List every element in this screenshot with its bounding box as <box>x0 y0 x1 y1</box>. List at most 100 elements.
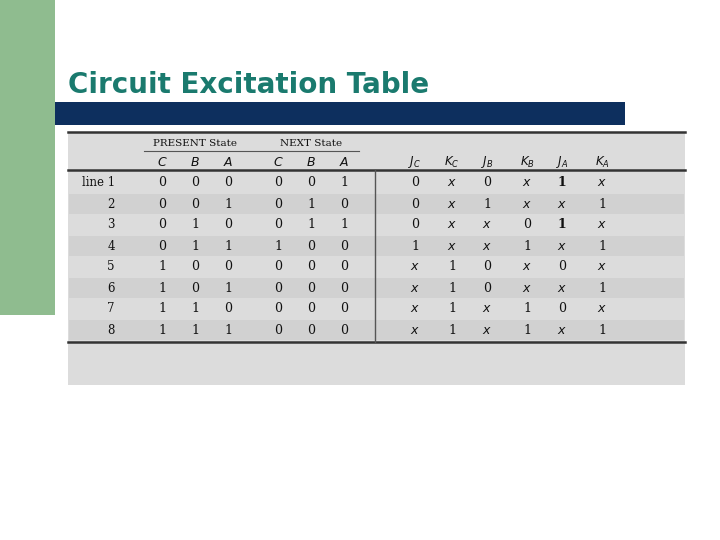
Text: 1: 1 <box>158 302 166 315</box>
Text: $J_B$: $J_B$ <box>481 154 493 170</box>
Bar <box>69 278 684 298</box>
Text: $x$: $x$ <box>482 240 492 253</box>
Text: 4: 4 <box>107 240 115 253</box>
Text: 1: 1 <box>158 260 166 273</box>
FancyBboxPatch shape <box>0 0 120 315</box>
Text: line 1: line 1 <box>82 177 115 190</box>
Text: 1: 1 <box>191 240 199 253</box>
Text: 1: 1 <box>523 323 531 336</box>
Text: 0: 0 <box>483 177 491 190</box>
Text: 1: 1 <box>340 219 348 232</box>
Text: 0: 0 <box>274 323 282 336</box>
Bar <box>69 194 684 214</box>
Text: 1: 1 <box>191 323 199 336</box>
Text: $x$: $x$ <box>482 323 492 336</box>
Text: $x$: $x$ <box>597 177 607 190</box>
Text: 1: 1 <box>598 198 606 211</box>
Text: 0: 0 <box>307 323 315 336</box>
Text: 0: 0 <box>158 177 166 190</box>
Text: $x$: $x$ <box>410 281 420 294</box>
Text: 1: 1 <box>598 281 606 294</box>
Text: 0: 0 <box>191 260 199 273</box>
Text: 0: 0 <box>483 260 491 273</box>
Text: 0: 0 <box>411 177 419 190</box>
Text: 1: 1 <box>448 302 456 315</box>
Text: 0: 0 <box>224 260 232 273</box>
Text: 0: 0 <box>558 260 566 273</box>
Text: $x$: $x$ <box>557 198 567 211</box>
Text: 0: 0 <box>411 198 419 211</box>
Text: 0: 0 <box>191 281 199 294</box>
Text: $x$: $x$ <box>597 302 607 315</box>
Text: 1: 1 <box>307 198 315 211</box>
Text: $x$: $x$ <box>482 219 492 232</box>
Text: 1: 1 <box>557 219 567 232</box>
Text: $K_A$: $K_A$ <box>595 154 609 170</box>
Text: 0: 0 <box>274 198 282 211</box>
Text: 1: 1 <box>191 219 199 232</box>
Text: $K_C$: $K_C$ <box>444 154 459 170</box>
Text: $K_B$: $K_B$ <box>520 154 534 170</box>
Text: 0: 0 <box>274 281 282 294</box>
Text: $x$: $x$ <box>447 240 457 253</box>
Text: 0: 0 <box>307 302 315 315</box>
Text: 1: 1 <box>191 302 199 315</box>
Text: $x$: $x$ <box>597 260 607 273</box>
Text: 3: 3 <box>107 219 115 232</box>
Text: $x$: $x$ <box>557 240 567 253</box>
Text: $x$: $x$ <box>482 302 492 315</box>
Bar <box>69 236 684 256</box>
Text: 1: 1 <box>557 177 567 190</box>
Text: $x$: $x$ <box>522 281 532 294</box>
Bar <box>69 320 684 340</box>
Text: $C$: $C$ <box>273 156 284 168</box>
Text: $x$: $x$ <box>522 198 532 211</box>
Text: $C$: $C$ <box>157 156 167 168</box>
Text: 0: 0 <box>523 219 531 232</box>
Text: 0: 0 <box>224 177 232 190</box>
Text: 0: 0 <box>191 177 199 190</box>
Text: 0: 0 <box>340 281 348 294</box>
Text: 0: 0 <box>274 260 282 273</box>
Text: 1: 1 <box>523 240 531 253</box>
Text: $A$: $A$ <box>339 156 349 168</box>
Text: 1: 1 <box>483 198 491 211</box>
Bar <box>55 0 720 410</box>
Text: 0: 0 <box>340 240 348 253</box>
Text: $x$: $x$ <box>410 260 420 273</box>
Bar <box>55 102 625 125</box>
Text: 0: 0 <box>558 302 566 315</box>
Bar <box>0 0 60 300</box>
Text: 0: 0 <box>224 219 232 232</box>
Text: 1: 1 <box>598 323 606 336</box>
Text: 0: 0 <box>340 198 348 211</box>
Text: 0: 0 <box>340 323 348 336</box>
Text: 0: 0 <box>274 302 282 315</box>
Text: $x$: $x$ <box>410 323 420 336</box>
Text: $A$: $A$ <box>222 156 233 168</box>
Text: $x$: $x$ <box>522 177 532 190</box>
Bar <box>0 0 105 240</box>
Text: 1: 1 <box>158 281 166 294</box>
Text: 0: 0 <box>307 177 315 190</box>
Text: 0: 0 <box>158 240 166 253</box>
Text: $x$: $x$ <box>597 219 607 232</box>
Text: $J_A$: $J_A$ <box>556 154 568 170</box>
Text: 6: 6 <box>107 281 115 294</box>
Text: 1: 1 <box>224 281 232 294</box>
Text: 0: 0 <box>307 240 315 253</box>
Text: $x$: $x$ <box>522 260 532 273</box>
Text: 1: 1 <box>274 240 282 253</box>
Text: 0: 0 <box>340 260 348 273</box>
Text: 0: 0 <box>340 302 348 315</box>
Text: 8: 8 <box>107 323 115 336</box>
Text: $x$: $x$ <box>447 198 457 211</box>
Text: 0: 0 <box>158 198 166 211</box>
Text: 0: 0 <box>307 281 315 294</box>
Text: $B$: $B$ <box>190 156 200 168</box>
Text: 1: 1 <box>448 323 456 336</box>
Text: 1: 1 <box>598 240 606 253</box>
Text: 0: 0 <box>274 177 282 190</box>
Text: 1: 1 <box>523 302 531 315</box>
Text: $x$: $x$ <box>557 323 567 336</box>
